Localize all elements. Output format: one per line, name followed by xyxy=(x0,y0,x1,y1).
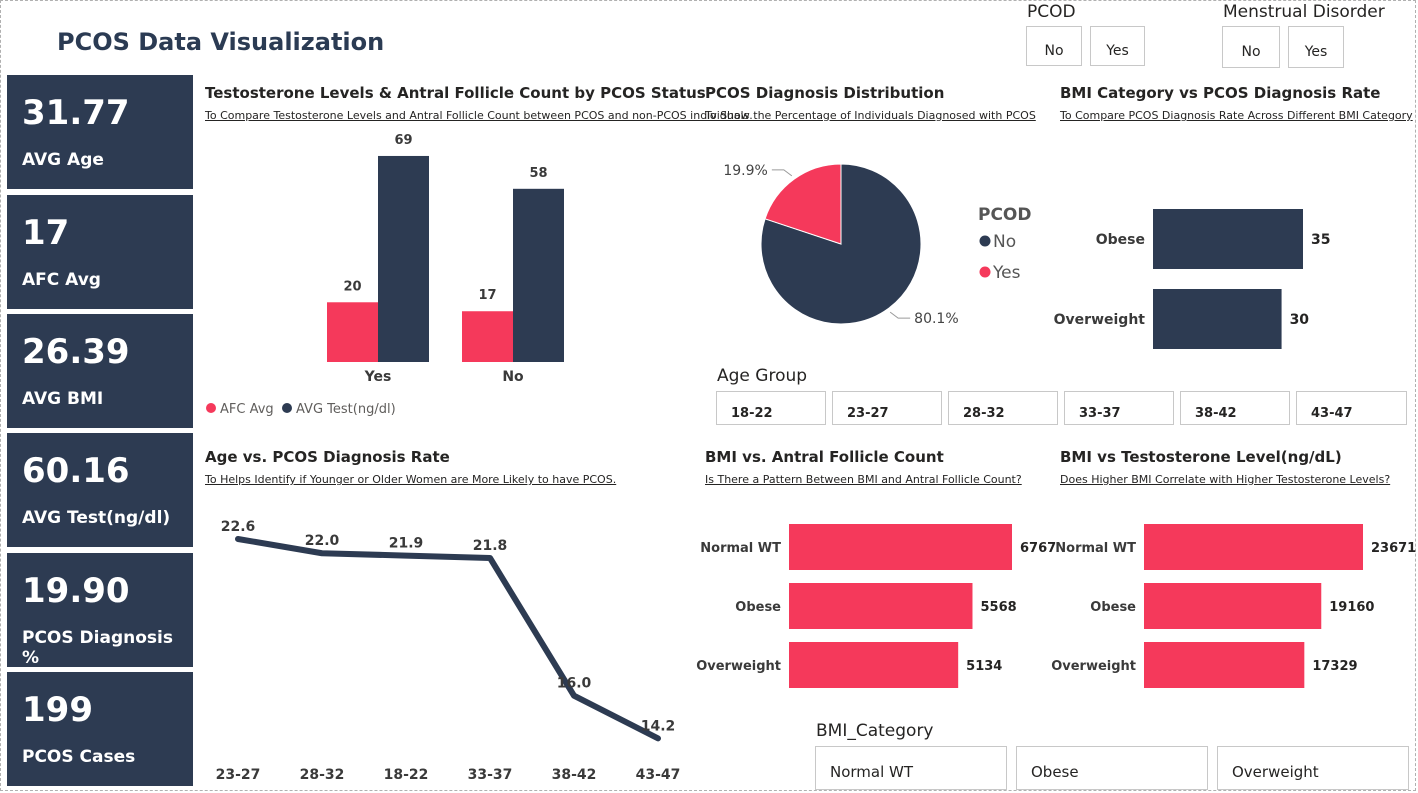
slicer-age-23-27[interactable]: 23-27 xyxy=(832,391,942,425)
kpi-value: 60.16 xyxy=(22,451,130,491)
slicer-age-43-47[interactable]: 43-47 xyxy=(1296,391,1407,425)
chart-subtitle-diagnosis-pie: To Show the Percentage of Individuals Di… xyxy=(705,109,1036,122)
slicer-option-label: 18-22 xyxy=(731,406,773,421)
slicer-bmi-normal[interactable]: Normal WT xyxy=(815,746,1007,790)
slicer-option-label: Overweight xyxy=(1232,763,1319,781)
slicer-age-28-32[interactable]: 28-32 xyxy=(948,391,1058,425)
slicer-age-33-37[interactable]: 33-37 xyxy=(1064,391,1174,425)
kpi-label: PCOS Diagnosis % xyxy=(22,628,173,668)
kpi-card-afc-avg: 17 AFC Avg xyxy=(7,195,193,309)
page-title: PCOS Data Visualization xyxy=(57,28,385,56)
kpi-value: 199 xyxy=(22,690,93,730)
slicer-title-bmi-category: BMI_Category xyxy=(816,721,934,741)
chart-subtitle-age-rate: To Helps Identify if Younger or Older Wo… xyxy=(205,473,617,486)
slicer-option-label: Yes xyxy=(1106,43,1129,59)
chart-subtitle-bmi-test: Does Higher BMI Correlate with Higher Te… xyxy=(1060,473,1391,486)
slicer-option-label: Obese xyxy=(1031,763,1079,781)
slicer-option-label: Yes xyxy=(1304,44,1328,60)
kpi-label: AVG Test(ng/dl) xyxy=(22,508,171,528)
slicer-option-label: 23-27 xyxy=(847,406,889,421)
chart-title-testosterone-afc: Testosterone Levels & Antral Follicle Co… xyxy=(205,84,706,102)
kpi-value: 31.77 xyxy=(22,93,130,133)
slicer-pcod-no[interactable]: No xyxy=(1026,26,1082,66)
slicer-option-label: 38-42 xyxy=(1195,406,1237,421)
kpi-card-pcos-diagnosis-pct: 19.90 PCOS Diagnosis % xyxy=(7,553,193,668)
chart-title-bmi-afc: BMI vs. Antral Follicle Count xyxy=(705,448,944,466)
slicer-option-label: 43-47 xyxy=(1311,406,1353,421)
slicer-menstrual-yes[interactable]: Yes xyxy=(1288,26,1344,68)
kpi-label: AFC Avg xyxy=(22,270,101,290)
kpi-label: AVG BMI xyxy=(22,389,104,409)
kpi-card-pcos-cases: 199 PCOS Cases xyxy=(7,672,193,786)
slicer-bmi-overweight[interactable]: Overweight xyxy=(1217,746,1409,790)
slicer-option-label: Normal WT xyxy=(830,763,914,781)
kpi-value: 26.39 xyxy=(22,332,130,372)
chart-subtitle-testosterone-afc: To Compare Testosterone Levels and Antra… xyxy=(205,109,753,122)
slicer-bmi-obese[interactable]: Obese xyxy=(1016,746,1208,790)
slicer-age-38-42[interactable]: 38-42 xyxy=(1180,391,1290,425)
slicer-menstrual-no[interactable]: No xyxy=(1222,26,1280,68)
slicer-title-age-group: Age Group xyxy=(717,366,808,386)
chart-title-age-rate: Age vs. PCOS Diagnosis Rate xyxy=(205,448,450,466)
slicer-option-label: No xyxy=(1241,44,1261,60)
kpi-card-avg-bmi: 26.39 AVG BMI xyxy=(7,314,193,428)
slicer-age-18-22[interactable]: 18-22 xyxy=(716,391,826,425)
chart-title-bmi-rate: BMI Category vs PCOS Diagnosis Rate xyxy=(1060,84,1381,102)
kpi-label: AVG Age xyxy=(22,150,104,170)
kpi-value: 19.90 xyxy=(22,571,130,611)
chart-subtitle-bmi-afc: Is There a Pattern Between BMI and Antra… xyxy=(705,473,1022,486)
slicer-title-pcod: PCOD xyxy=(1027,2,1076,22)
slicer-title-menstrual: Menstrual Disorder xyxy=(1223,2,1385,22)
kpi-card-avg-age: 31.77 AVG Age xyxy=(7,75,193,189)
chart-title-bmi-test: BMI vs Testosterone Level(ng/dL) xyxy=(1060,448,1342,466)
chart-subtitle-bmi-rate: To Compare PCOS Diagnosis Rate Across Di… xyxy=(1060,109,1413,122)
kpi-value: 17 xyxy=(22,213,70,253)
slicer-option-label: No xyxy=(1044,43,1064,59)
slicer-option-label: 33-37 xyxy=(1079,406,1121,421)
slicer-pcod-yes[interactable]: Yes xyxy=(1090,26,1145,66)
kpi-card-avg-test: 60.16 AVG Test(ng/dl) xyxy=(7,433,193,547)
slicer-option-label: 28-32 xyxy=(963,406,1005,421)
kpi-label: PCOS Cases xyxy=(22,747,136,767)
chart-title-diagnosis-pie: PCOS Diagnosis Distribution xyxy=(705,84,945,102)
